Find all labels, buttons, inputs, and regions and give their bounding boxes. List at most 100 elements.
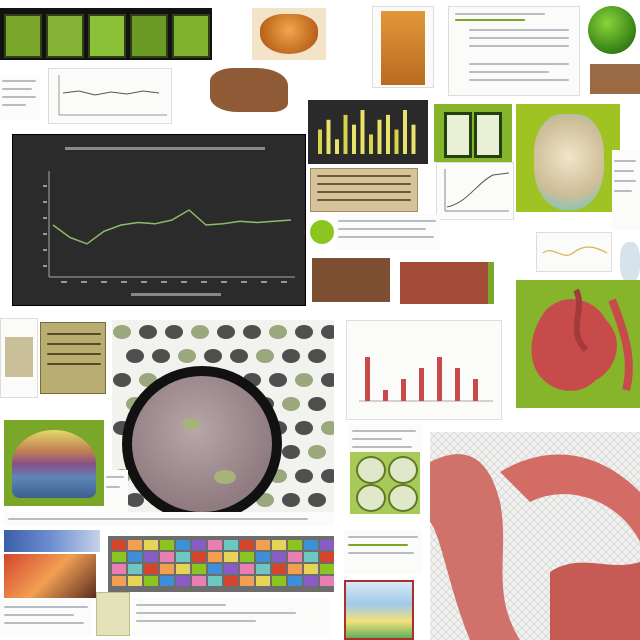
cell-dot [282,349,300,363]
brown-slab-b [400,262,494,304]
cell-dot [113,373,131,387]
cell-dot [217,325,235,339]
grid-cell [160,552,174,562]
cell-dot [126,493,144,507]
cell-dot [282,397,300,411]
y-tick [43,265,47,267]
grid-cell [208,552,222,562]
cell-dot [321,469,334,483]
red-tissue-on-lime [516,280,640,408]
x-tick [181,281,187,283]
red-bar [473,379,478,401]
grid-cell [320,552,334,562]
grid-cell [256,552,270,562]
grid-cell [144,576,158,586]
x-tick [101,281,107,283]
cell-dot [230,349,248,363]
grid-cell [272,564,286,574]
cell-dot [269,373,287,387]
grid-cell [192,552,206,562]
cell-dot [308,349,326,363]
gold-bar [411,124,416,154]
gold-bar-chart [308,100,428,164]
gold-bar [377,119,382,154]
grid-cell [288,540,302,550]
grid-cell [272,540,286,550]
grid-cell [304,552,318,562]
grid-cell [320,564,334,574]
grid-cell [112,576,126,586]
mid-text-block [336,214,440,250]
gold-bar [360,110,365,154]
grid-cell [128,564,142,574]
grid-cell [304,576,318,586]
gold-bar [352,124,356,154]
grid-cell [176,552,190,562]
red-bar [365,357,370,401]
cell-dot [204,349,222,363]
x-tick [161,281,167,283]
cell-dot [152,349,170,363]
grid-cell [128,540,142,550]
grid-cell [320,576,334,586]
dark-line-chart [12,134,306,306]
grid-cell [112,552,126,562]
gold-bar [369,134,373,154]
red-bar [437,357,442,401]
grid-cell [112,564,126,574]
orange-tissue-image [252,8,326,60]
grid-cell [192,564,206,574]
y-tick [43,249,47,251]
grid-cell [224,552,238,562]
x-tick [81,281,87,283]
cell-dot [321,325,334,339]
gold-bar [394,129,399,154]
brown-tissue-image [206,66,292,114]
y-tick [43,201,47,203]
cell-dot [256,349,274,363]
brown-slab-a [312,258,390,302]
cell-dot [308,445,326,459]
grid-cell [256,576,270,586]
grid-cell [160,576,174,586]
x-tick [201,281,207,283]
grid-cell [304,540,318,550]
grid-cell [288,564,302,574]
x-tick [261,281,267,283]
cell-dot [295,421,313,435]
gold-bar [318,129,322,154]
grid-cell [272,552,286,562]
green-frame-slide [434,104,512,162]
grid-cell [304,564,318,574]
red-orange-image [4,554,96,598]
organ-cup-image [516,104,620,212]
red-bar-chart [346,320,502,420]
x-tick [121,281,127,283]
cell-dot [282,493,300,507]
cell-dot [113,325,131,339]
organ-cross-section [122,366,282,522]
grid-cell [256,540,270,550]
red-bar [455,368,460,401]
x-tick [281,281,287,283]
grid-cell [144,564,158,574]
gold-bar [335,139,339,154]
y-tick [43,233,47,235]
grid-cell [208,540,222,550]
grid-cell [240,552,254,562]
cell-dot [191,325,209,339]
grid-cell [192,576,206,586]
grid-cell [240,576,254,586]
mini-line-chart [48,68,172,124]
x-tick [61,281,67,283]
x-tick [141,281,147,283]
bottom-text-snippet [0,600,92,636]
green-sphere [588,6,636,54]
red-bar [383,390,388,401]
cell-dot [126,349,144,363]
grid-cell [112,540,126,550]
cell-dot [178,349,196,363]
grid-cell [160,564,174,574]
cell-dot [295,469,313,483]
blue-map-image [4,530,100,552]
